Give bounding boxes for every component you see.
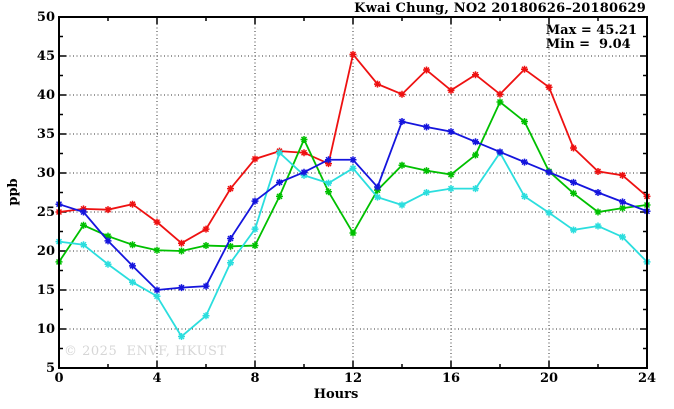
y-tick-label: 45 [36,48,55,64]
x-tick-label: 16 [441,371,461,386]
x-tick-label: 24 [637,371,657,386]
y-tick-label: 50 [36,9,55,25]
y-tick-label: 30 [36,165,55,181]
y-tick-label: 35 [36,126,55,142]
series-line [58,52,648,245]
x-tick-label: 20 [539,371,559,386]
x-axis-label: Hours [313,387,359,402]
y-tick-label: 15 [36,282,55,298]
x-tick-label: 12 [343,371,363,386]
x-tick-label: 8 [250,371,260,386]
data-point-markers [55,118,651,294]
plot-border [58,16,648,369]
y-axis-label: ppb [6,178,21,206]
x-tick-label: 4 [152,371,162,386]
y-tick-label: 10 [36,321,55,337]
x-tick-label: 0 [54,371,64,386]
stat-min: Min = 9.04 [545,37,631,52]
y-tick-label: 20 [36,243,55,259]
chart-title: Kwai Chung, NO2 20180626–20180629 [354,1,646,16]
y-tick-label: 5 [45,360,55,376]
plot-area [55,16,651,369]
series-blue-series [55,118,651,294]
y-tick-label: 25 [36,204,55,220]
stats-box: Max = 45.21 Min = 9.04 [546,24,637,52]
watermark: © 2025 ENVF, HKUST [64,344,227,359]
y-tick-label: 40 [36,87,55,103]
stat-max: Max = 45.21 [545,23,637,38]
